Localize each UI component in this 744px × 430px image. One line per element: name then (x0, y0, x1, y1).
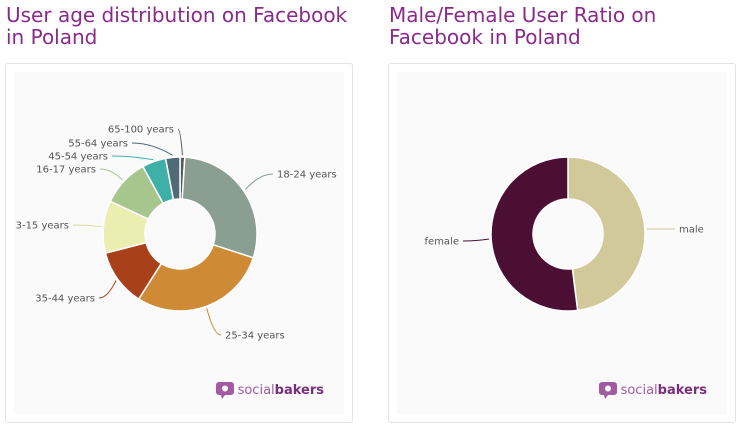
gender-chart-panel: Male/Female User Ratio on Facebook in Po… (383, 0, 744, 430)
age-donut-chart: 65-100 years 18-24 years 25-34 years 35-44 … (16, 125, 337, 342)
age-chart-area: 65-100 years 18-24 years 25-34 years 35-44 … (14, 72, 344, 414)
gender-chart-card: male female socialbakers (388, 63, 736, 423)
label-65-100-years: 65-100 years (108, 125, 174, 136)
leader-45-54-years (111, 155, 154, 161)
leader-3-15-years (72, 224, 102, 228)
label-16-17-years: 16-17 years (36, 165, 96, 176)
socialbakers-logo-icon (598, 382, 617, 399)
brand-prefix: social (237, 382, 275, 398)
slice-25-34-years (137, 243, 255, 312)
leader-female (462, 238, 490, 242)
label-3-15-years: 3-15 years (16, 221, 69, 232)
leader-35-44-years (98, 280, 117, 299)
age-chart-panel: User age distribution on Facebook in Pol… (0, 0, 366, 430)
label-25-34-years: 25-34 years (225, 331, 285, 342)
label-55-64-years: 55-64 years (68, 139, 128, 150)
gender-chart-area: male female socialbakers (397, 72, 727, 414)
age-chart-card: 65-100 years 18-24 years 25-34 years 35-44 … (5, 63, 353, 423)
slice-male (567, 156, 646, 312)
leader-65-100-years (177, 128, 183, 156)
slice-55-64-years (164, 156, 181, 201)
leader-18-24-years (244, 173, 274, 190)
label-18-24-years: 18-24 years (277, 170, 337, 181)
age-chart-title: User age distribution on Facebook in Pol… (6, 3, 348, 49)
socialbakers-logo-icon (215, 382, 234, 399)
slice-18-24-years (181, 156, 258, 259)
leader-16-17-years (99, 168, 123, 181)
leader-55-64-years (131, 142, 173, 156)
label-female: female (425, 237, 459, 248)
gender-chart-title: Male/Female User Ratio on Facebook in Po… (389, 3, 657, 49)
slice-female (490, 156, 579, 312)
label-male: male (679, 225, 704, 236)
leader-25-34-years (206, 308, 222, 336)
brand-suffix: bakers (657, 382, 707, 398)
gender-donut-chart: male female (425, 156, 704, 312)
label-35-44-years: 35-44 years (35, 294, 95, 305)
socialbakers-logo: socialbakers (215, 380, 324, 400)
label-45-54-years: 45-54 years (48, 152, 108, 163)
brand-prefix: social (620, 382, 658, 398)
brand-suffix: bakers (274, 382, 324, 398)
socialbakers-logo: socialbakers (598, 380, 707, 400)
